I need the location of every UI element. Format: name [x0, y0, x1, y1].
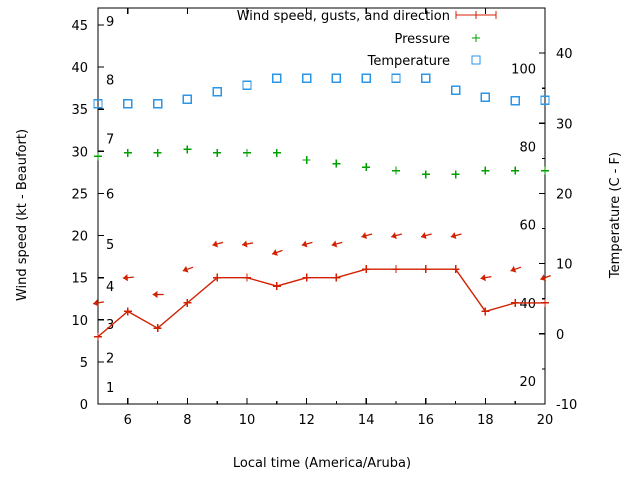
- pressure-series: [94, 145, 549, 179]
- legend: Wind speed, gusts, and direction Pressure…: [237, 9, 497, 69]
- y-axis-title: Wind speed (kt - Beaufort): [15, 129, 30, 301]
- x-tick-label: 16: [418, 413, 435, 428]
- y2-tick-label: 10: [556, 258, 573, 273]
- y2-tick-label: 20: [556, 187, 573, 202]
- beaufort-label: 6: [106, 187, 114, 202]
- fahrenheit-label: 80: [519, 140, 536, 155]
- y-tick-label: 10: [71, 314, 88, 329]
- legend-label: Wind speed, gusts, and direction: [237, 9, 450, 24]
- y2-tick-label: 40: [556, 47, 573, 62]
- wind-direction-arrow: [420, 232, 432, 240]
- legend-label: Pressure: [394, 32, 450, 47]
- beaufort-label: 1: [106, 381, 114, 396]
- wind-direction-arrow: [212, 240, 224, 248]
- wind-direction-arrow: [182, 265, 194, 273]
- wind-speed-line: [97, 268, 545, 338]
- x-axis-title: Local time (America/Aruba): [233, 456, 411, 471]
- x-tick-label: 20: [537, 413, 554, 428]
- x-tick-label: 8: [183, 413, 191, 428]
- wind-direction-arrow: [152, 290, 164, 299]
- y-tick-label: 5: [80, 356, 88, 371]
- y-tick-label: 35: [71, 103, 88, 118]
- beaufort-label: 7: [106, 133, 114, 148]
- wind-speed-series: [94, 265, 549, 341]
- beaufort-label: 9: [106, 15, 114, 30]
- temperature-series: [93, 73, 550, 109]
- y-tick-label: 30: [71, 145, 88, 160]
- x-tick-label: 18: [477, 413, 494, 428]
- x-tick-label: 14: [358, 413, 375, 428]
- wind-direction-arrow: [93, 299, 105, 307]
- wind-direction-arrow: [301, 240, 313, 248]
- x-tick-label: 10: [239, 413, 256, 428]
- fahrenheit-label: 20: [519, 375, 536, 390]
- beaufort-label: 2: [106, 352, 114, 367]
- y2-tick-label: 0: [556, 328, 564, 343]
- wind-direction-arrows: [93, 232, 551, 307]
- beaufort-label: 8: [106, 74, 114, 89]
- y-tick-label: 20: [71, 230, 88, 245]
- x-tick-label: 12: [298, 413, 315, 428]
- y2-tick-label: -10: [556, 398, 577, 413]
- wind-direction-arrow: [540, 274, 551, 282]
- wind-direction-arrow: [331, 240, 343, 248]
- wind-direction-arrow: [361, 232, 373, 240]
- wind-direction-arrow: [480, 274, 492, 282]
- y-tick-label: 25: [71, 187, 88, 202]
- beaufort-label: 4: [106, 280, 114, 295]
- y2-axis-ticks: -10 0 10 20 30 40: [539, 47, 577, 413]
- y-tick-label: 45: [71, 19, 88, 34]
- wind-direction-arrow: [271, 249, 283, 256]
- legend-label: Temperature: [367, 54, 450, 69]
- y-tick-label: 40: [71, 61, 88, 76]
- y2-tick-label: 30: [556, 117, 573, 132]
- beaufort-label: 5: [106, 238, 114, 253]
- y-tick-label: 0: [80, 398, 88, 413]
- wind-direction-arrow: [242, 240, 254, 248]
- fahrenheit-label: 60: [519, 218, 536, 233]
- wind-direction-arrow: [510, 265, 522, 273]
- x-tick-label: 6: [124, 413, 132, 428]
- wind-direction-arrow: [122, 274, 134, 282]
- y-tick-label: 15: [71, 272, 88, 287]
- wind-direction-arrow: [391, 232, 403, 240]
- wind-direction-arrow: [450, 232, 462, 240]
- plot-frame: [97, 7, 546, 405]
- y2-axis-title: Temperature (C - F): [608, 152, 623, 279]
- y-axis-ticks: 0 5 10 15 20 25 30 35 40 45: [71, 19, 104, 413]
- fahrenheit-label: 40: [519, 297, 536, 312]
- x-axis-ticks: 6 8 10 12 14 16 18 20: [97, 8, 554, 428]
- fahrenheit-scale-labels: 20 40 60 80 100: [511, 63, 536, 390]
- fahrenheit-label: 100: [511, 63, 536, 78]
